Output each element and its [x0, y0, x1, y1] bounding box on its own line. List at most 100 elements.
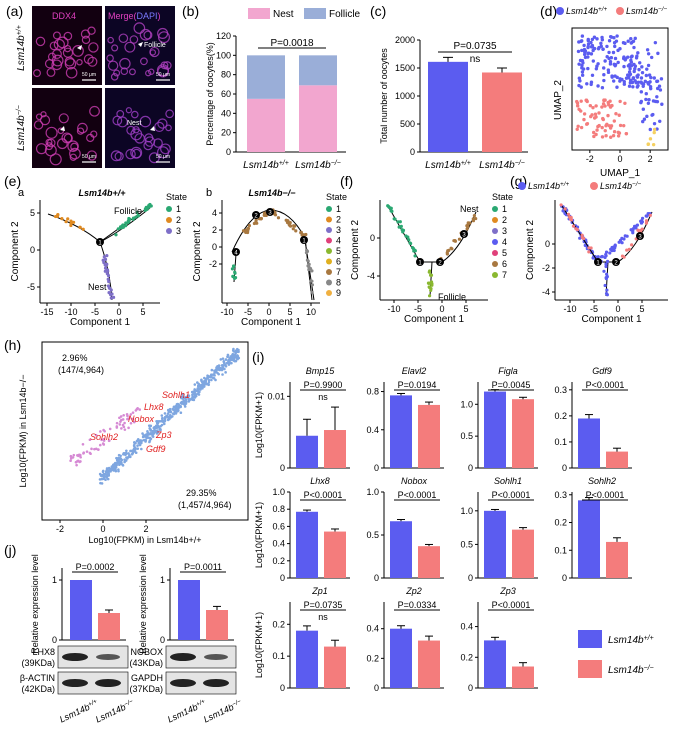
umap-point [646, 52, 651, 56]
gene-point [100, 482, 104, 485]
y-tick-label: 0.4 [272, 539, 285, 549]
oocyte-cell [64, 58, 77, 70]
umap-point [582, 117, 586, 122]
annotation-follicle: Follicle [438, 292, 466, 302]
umap-point [622, 55, 626, 59]
umap-point [590, 43, 595, 48]
gene-point [200, 386, 203, 390]
gene-point [226, 353, 230, 357]
gene-point [136, 447, 140, 450]
umap-point [628, 67, 632, 71]
cell-point [306, 264, 310, 268]
gene-label: Zp3 [155, 430, 172, 440]
gene-point [123, 458, 126, 461]
gene-point [196, 387, 199, 390]
cell-point [574, 227, 578, 231]
cell-point [645, 214, 649, 218]
bar [390, 628, 412, 688]
chart-title: Lsm14b+/+ [78, 188, 126, 198]
cell-point [604, 262, 608, 266]
branch-node [594, 258, 602, 266]
oocyte-cell [40, 111, 47, 118]
gene-point [129, 413, 133, 416]
y-tick-label: 0.2 [554, 518, 567, 528]
legend-label: 2 [336, 215, 341, 225]
oocyte-cell [128, 68, 136, 76]
cell-point [231, 264, 236, 268]
gene-point [75, 463, 78, 467]
genotype-sup: −/− [231, 697, 243, 707]
gene-title: Zp2 [405, 586, 422, 596]
umap-point [615, 34, 619, 38]
gene-point [122, 425, 126, 429]
gene-point [221, 373, 224, 376]
y-tick-label: -4 [542, 287, 550, 297]
y-tick-label: 0 [374, 463, 379, 473]
gene-point [107, 471, 110, 475]
annotation-follicle: Follicle [114, 206, 142, 216]
oocyte-cell [140, 57, 148, 66]
genotype-sup: +/+ [87, 697, 99, 707]
gene-point [106, 477, 110, 481]
umap-point [601, 102, 606, 106]
umap-point [613, 74, 617, 78]
gene-point [93, 447, 96, 451]
umap-point [646, 82, 651, 86]
cell-point [252, 221, 256, 226]
branch-node-label: 3 [462, 233, 466, 239]
gene-point [125, 449, 128, 453]
blot-band [204, 654, 228, 660]
bar [578, 500, 600, 578]
oocyte-cell [165, 124, 172, 132]
gene-point [207, 381, 211, 384]
umap-point [617, 131, 622, 135]
umap-point [629, 60, 634, 64]
gene-title: Nobox [401, 476, 428, 486]
legend-swatch-follicle [304, 8, 326, 19]
oocyte-cell [56, 138, 68, 150]
y-tick-label: 1500 [395, 63, 415, 73]
umap-point [606, 100, 610, 105]
oocyte-cell [67, 140, 79, 152]
cell-point [602, 269, 606, 273]
gene-title: Gdf9 [592, 366, 612, 376]
umap-point [586, 66, 590, 71]
gene-point [163, 412, 167, 415]
umap-point [658, 88, 663, 92]
x-tick-label: 2 [648, 154, 653, 164]
umap-point [575, 99, 579, 104]
genotype-base: Lsm14b [528, 181, 560, 191]
y-tick-label: 1.0 [272, 487, 285, 497]
gene-point [144, 440, 147, 443]
umap-point [612, 130, 617, 134]
x-tick-label: 5 [463, 304, 468, 314]
umap-point [652, 121, 657, 126]
umap-point [577, 76, 582, 80]
x-tick-label: -5 [91, 307, 99, 317]
cell-point [474, 216, 478, 221]
gene-point [148, 440, 151, 444]
cell-point [559, 203, 563, 207]
branch-node [436, 258, 444, 266]
gene-point [78, 460, 81, 464]
umap-point [655, 95, 659, 99]
legend-dot-ko [616, 7, 624, 15]
y-tick-label: 0 [468, 573, 473, 583]
follicle-micro-label: Follicle [144, 42, 166, 49]
umap-point [596, 47, 601, 51]
umap-point [620, 77, 624, 82]
genotype-base: Lsm14b [94, 702, 127, 725]
gene-point [88, 438, 92, 442]
umap-point [651, 142, 656, 147]
umap-point [632, 69, 636, 74]
scale-text: 50 μm [156, 154, 170, 160]
cell-point [286, 219, 290, 223]
genotype-label: Lsm14b+/+ [608, 635, 654, 647]
stat-label: P=0.0194 [398, 380, 437, 390]
umap-point [635, 85, 640, 89]
oocyte-cell [130, 128, 143, 141]
x-axis-label: Component 1 [241, 317, 301, 328]
oocyte-cell [165, 109, 174, 119]
oocyte-cell [162, 61, 172, 70]
gene-point [196, 392, 200, 396]
